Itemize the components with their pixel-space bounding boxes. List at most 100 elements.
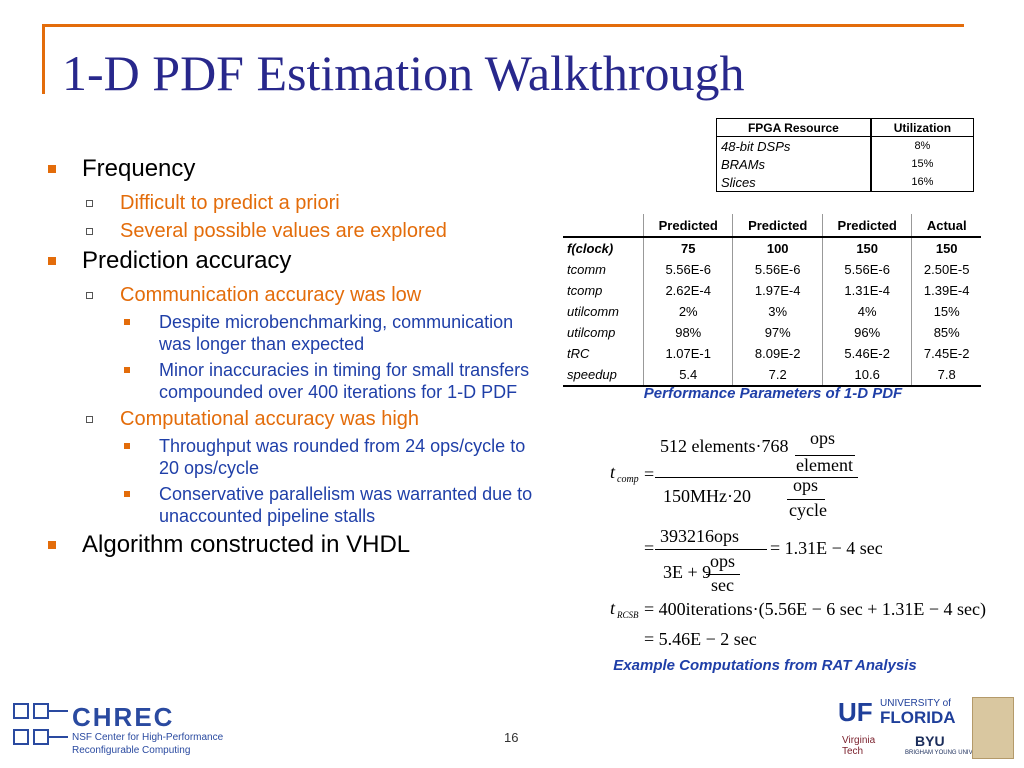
header-cell: Utilization: [869, 118, 974, 137]
header-cell: [563, 214, 644, 238]
chrec-logo: CHREC: [72, 702, 175, 732]
row: BRAMs 15%: [715, 155, 974, 173]
eq-text: =: [644, 538, 655, 558]
bullet-text: Throughput was rounded from 24 ops/cycle…: [159, 436, 526, 478]
vt-logo: Virginia Tech: [842, 735, 876, 757]
cell: tcomp: [567, 283, 603, 298]
chrec-sub: NSF Center for High-Performance: [72, 732, 224, 743]
bullet-text: Difficult to predict a priori: [120, 192, 340, 214]
cell: 150: [911, 237, 981, 259]
eq-text: element: [796, 455, 853, 475]
eq-text: = 400iterations·(5.56E − 6 sec + 1.31E −…: [644, 599, 987, 619]
eq-text: sec: [711, 575, 734, 595]
bullet-text: Minor inaccuracies in timing for small t…: [159, 360, 530, 402]
chrec-sub: Reconfigurable Computing: [72, 745, 191, 756]
byu-sub: BRIGHAM YOUNG UNIVERSITY: [905, 750, 995, 756]
bullet-marker: [124, 366, 130, 373]
header-cell: Predicted: [821, 214, 912, 238]
fraction-bar: [655, 477, 858, 478]
chrec-icon: [13, 703, 68, 745]
bullet-marker: [86, 292, 93, 299]
fpga-table: FPGA Resource Utilization 48-bit DSPs 8% BRA…: [715, 118, 974, 192]
cell: tRC: [567, 346, 590, 361]
header-cell: FPGA Resource: [715, 118, 872, 137]
row: tRC 1.07E-1 8.09E-2 5.46E-2 7.45E-2: [563, 343, 981, 364]
bullet-text: Conservative parallelism was warranted d…: [159, 484, 533, 526]
cell: utilcomp: [567, 325, 616, 340]
cell: 85%: [911, 322, 981, 343]
cell: 7.2: [732, 364, 823, 387]
row: utilcomp 98% 97% 96% 85%: [563, 322, 981, 343]
bullet-marker: [86, 228, 93, 235]
perf-table: Predicted Predicted Predicted Actual f(clock…: [563, 214, 981, 387]
row: 48-bit DSPs 8%: [715, 136, 974, 155]
cell: 2.62E-4: [642, 280, 733, 301]
cell: 16%: [869, 173, 974, 192]
eq-text: ops: [810, 428, 836, 448]
cell: 150: [821, 237, 912, 259]
cell: 4%: [821, 301, 912, 322]
cell: 15%: [911, 301, 981, 322]
bullet-text: Frequency: [82, 155, 196, 182]
cell: 7.45E-2: [911, 343, 981, 364]
bullet-marker: [48, 257, 56, 266]
cell: utilcomm: [567, 304, 620, 319]
eq-text: cycle: [789, 500, 827, 520]
cell: 5.46E-2: [821, 343, 912, 364]
cell: 96%: [821, 322, 912, 343]
cell: Slices: [715, 173, 872, 192]
bullet-marker: [124, 318, 130, 325]
eq-sub: RCSB: [617, 610, 639, 620]
bullet-text: Computational accuracy was high: [120, 408, 420, 430]
fraction-bar: [655, 549, 767, 550]
cell: 1.31E-4: [821, 280, 912, 301]
cell: 97%: [732, 322, 823, 343]
uf-logo: UF: [838, 697, 873, 727]
cell: 8.09E-2: [732, 343, 823, 364]
header-cell: Predicted: [642, 214, 733, 238]
cell: f(clock): [567, 241, 614, 256]
cell: speedup: [563, 364, 644, 387]
eq-text: ops: [793, 475, 819, 495]
bullet-text: Despite microbenchmarking, communication…: [159, 312, 514, 354]
equation-caption: Example Computations from RAT Analysis: [613, 657, 917, 674]
eq-text: 393216ops: [660, 526, 740, 546]
uf-bottom: FLORIDA: [880, 708, 956, 727]
row: Slices 16%: [715, 173, 974, 192]
row: utilcomm 2% 3% 4% 15%: [563, 301, 981, 322]
cell: 1.07E-1: [642, 343, 733, 364]
bullet-text: Several possible values are explored: [120, 220, 447, 242]
eq-text: 512 elements·768: [660, 436, 789, 456]
cell: 2%: [642, 301, 733, 322]
bullet-text: Algorithm constructed in VHDL: [82, 531, 411, 558]
cell: 48-bit DSPs: [715, 136, 872, 155]
eq-text: ops: [710, 551, 736, 571]
cell: 5.56E-6: [732, 259, 823, 280]
cell: 5.56E-6: [642, 259, 733, 280]
fraction-bar: [795, 455, 855, 456]
cell: 1.39E-4: [911, 280, 981, 301]
bullet-text: Communication accuracy was low: [120, 284, 422, 306]
bullet-marker: [86, 416, 93, 423]
header-cell: Predicted: [732, 214, 823, 238]
bullet-text: Prediction accuracy: [82, 247, 292, 274]
row: f(clock) 75 100 150 150: [563, 237, 981, 259]
fraction-bar: [787, 499, 825, 500]
byu-logo: BYU: [915, 733, 945, 749]
eq-text: 150MHz·20: [663, 486, 751, 506]
header-cell: Actual: [911, 214, 981, 238]
eq-text: = 5.46E − 2 sec: [644, 629, 757, 649]
cell: 7.8: [911, 364, 981, 387]
row: tcomm 5.56E-6 5.56E-6 5.56E-6 2.50E-5: [563, 259, 981, 280]
eq-text: t: [610, 462, 616, 482]
cell: 100: [732, 237, 823, 259]
row: tcomp 2.62E-4 1.97E-4 1.31E-4 1.39E-4: [563, 280, 981, 301]
cell: tcomm: [567, 262, 606, 277]
cell: 5.56E-6: [821, 259, 912, 280]
bullet-marker: [86, 200, 93, 207]
top-rule: [42, 24, 964, 27]
row: speedup 5.4 7.2 10.6 7.8: [563, 364, 981, 387]
fraction-bar: [706, 574, 740, 575]
cell: BRAMs: [715, 155, 872, 173]
